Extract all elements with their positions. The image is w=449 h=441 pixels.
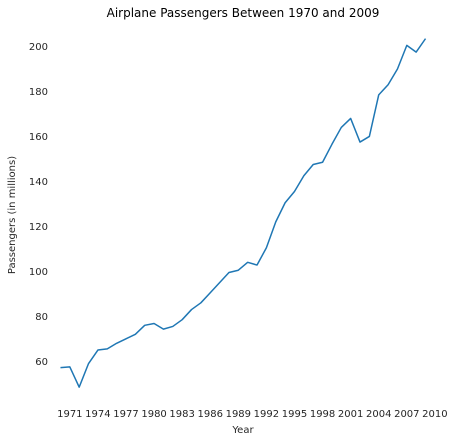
x-axis-ticks: 1971 1974 1977 1980 1983 1986 1989 1992 1995 1998… (57, 409, 448, 420)
x-tick-label: 1971 (57, 409, 82, 420)
y-axis-ticks: 60 80 100 120 140 160 180 200 (29, 42, 48, 368)
y-tick-label: 180 (29, 87, 48, 98)
y-tick-label: 100 (29, 267, 48, 278)
series-line (60, 38, 427, 388)
y-tick-label: 140 (29, 177, 48, 188)
y-tick-label: 80 (35, 312, 48, 323)
x-tick-label: 1992 (254, 409, 279, 420)
chart-title: Airplane Passengers Between 1970 and 200… (107, 6, 380, 20)
y-tick-label: 200 (29, 42, 48, 53)
x-tick-label: 2004 (366, 409, 391, 420)
x-tick-label: 1995 (282, 409, 307, 420)
x-tick-label: 1974 (85, 409, 110, 420)
x-axis-label: Year (231, 425, 254, 436)
series-layer (60, 38, 427, 388)
x-tick-label: 2010 (422, 409, 447, 420)
y-axis-label: Passengers (in millions) (7, 156, 18, 274)
y-tick-label: 160 (29, 132, 48, 143)
x-tick-label: 1989 (226, 409, 251, 420)
x-tick-label: 1983 (169, 409, 194, 420)
x-tick-label: 1998 (310, 409, 335, 420)
x-tick-label: 1980 (141, 409, 166, 420)
x-tick-label: 2001 (338, 409, 363, 420)
x-tick-label: 1986 (198, 409, 223, 420)
x-tick-label: 1977 (113, 409, 138, 420)
y-tick-label: 60 (35, 357, 48, 368)
x-tick-label: 2007 (394, 409, 419, 420)
y-tick-label: 120 (29, 222, 48, 233)
